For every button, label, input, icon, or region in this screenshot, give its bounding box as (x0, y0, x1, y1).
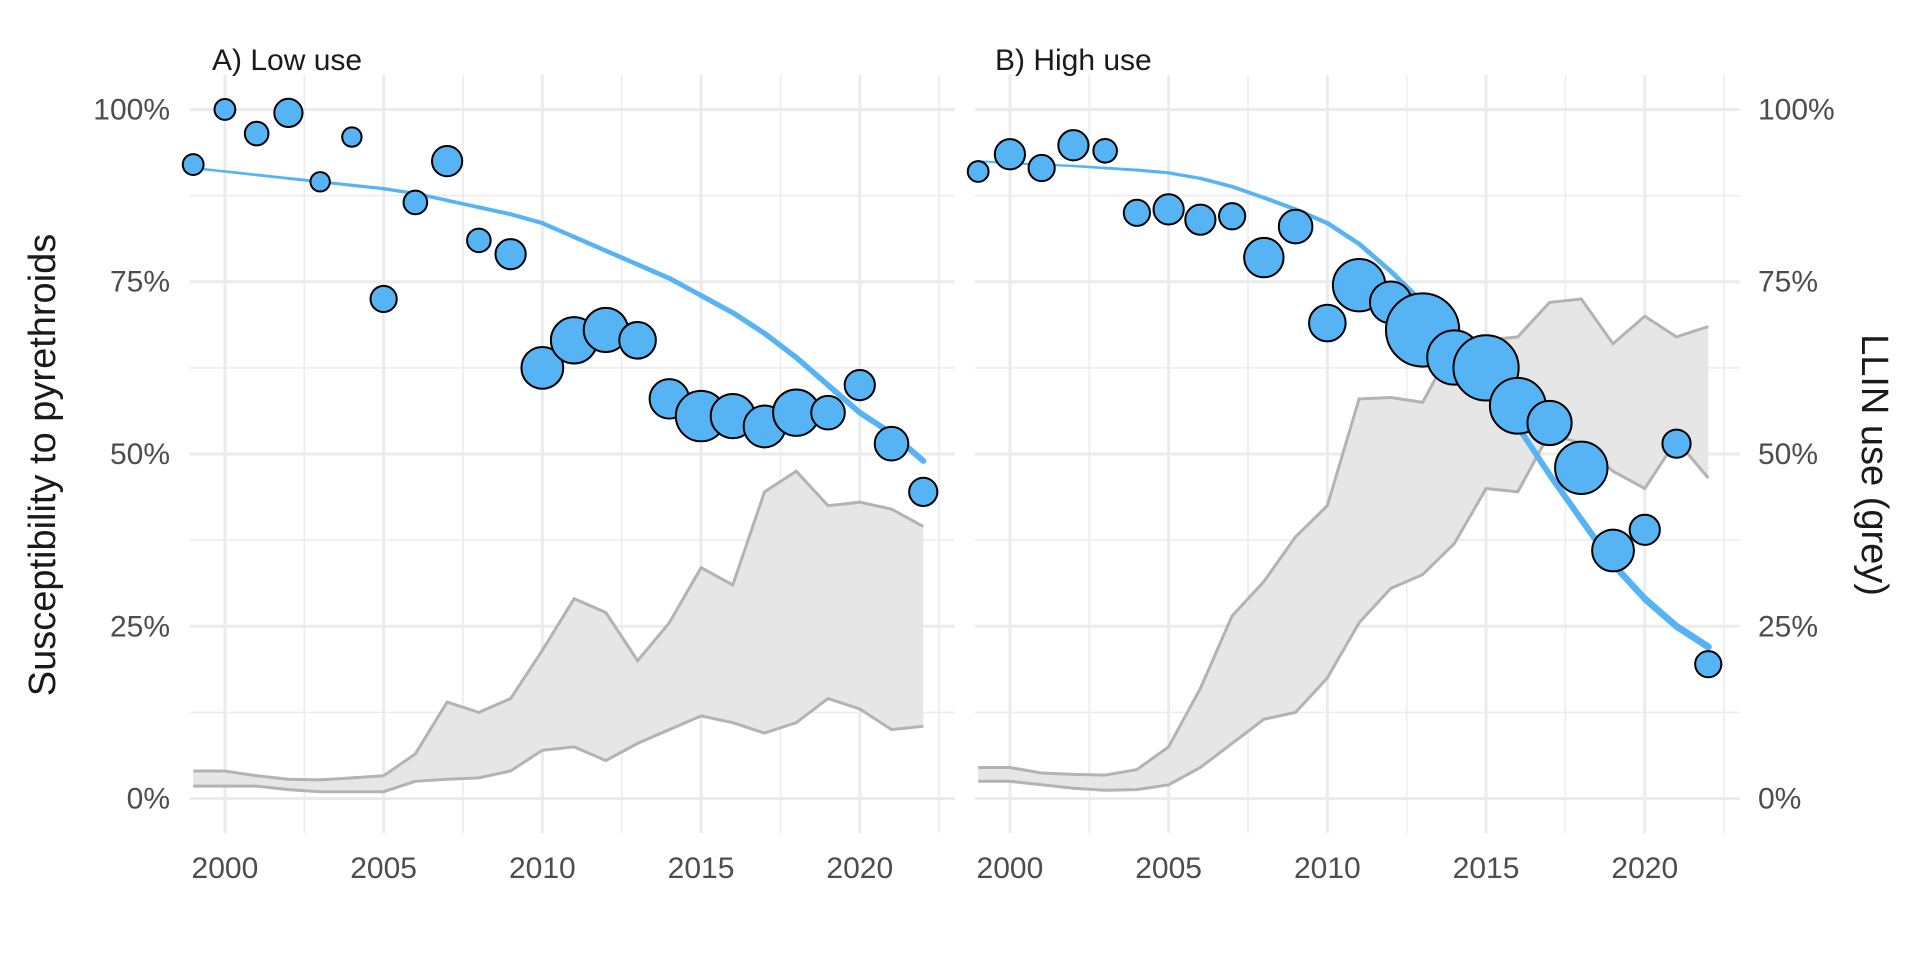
y2-tick-label: 25% (1758, 610, 1818, 643)
y-tick-label: 50% (110, 438, 170, 471)
x-tick-label: 2010 (1294, 852, 1361, 885)
data-point (873, 425, 910, 462)
data-point (993, 138, 1027, 171)
fit-line-segment (666, 275, 704, 298)
data-point (1092, 138, 1118, 164)
fit-line-segment (1546, 471, 1585, 523)
panel-title-low-use: A) Low use (212, 44, 362, 77)
y2-tick-label: 75% (1758, 266, 1818, 299)
data-point (1526, 399, 1573, 447)
fit-line-segment (571, 234, 609, 253)
data-point (1027, 153, 1056, 183)
fit-line-segment (825, 382, 863, 416)
panel-low-use: A) Low use 2000 2005 2010 2015 2020 0% 25% 50% 7… (93, 44, 955, 885)
fit-line-segment (350, 183, 386, 191)
data-point (213, 98, 237, 121)
data-point (1152, 193, 1185, 226)
data-point (273, 97, 304, 129)
fit-line-segment (1072, 164, 1107, 170)
x-tick-label: 2020 (826, 852, 893, 885)
data-point (243, 120, 270, 147)
data-point (1122, 198, 1151, 227)
y-tick-label: 0% (127, 783, 170, 816)
fit-line-segment (761, 330, 799, 361)
x-tick-label: 2005 (350, 852, 417, 885)
fit-line-segment (730, 310, 768, 337)
y2-tick-label: 50% (1758, 438, 1818, 471)
x-tick-label: 2005 (1135, 852, 1202, 885)
fit-line-segment (1325, 220, 1362, 247)
y-tick-label: 75% (110, 266, 170, 299)
data-point (1277, 208, 1314, 245)
fit-line-segment (1103, 166, 1139, 172)
data-point (520, 345, 565, 390)
data-point (402, 189, 429, 216)
fit-line-segment (1198, 176, 1234, 189)
x-tick-label: 2010 (509, 852, 576, 885)
y-tick-label: 100% (93, 93, 170, 126)
fit-line-segment (1641, 595, 1680, 630)
data-point (309, 171, 331, 193)
data-points (966, 129, 1723, 679)
data-point (494, 238, 527, 271)
fit-line-segment (255, 173, 290, 180)
x-tick-label: 2015 (668, 852, 735, 885)
fit-line-segment (476, 205, 513, 217)
data-point (1554, 440, 1609, 495)
data-point (369, 284, 398, 314)
data-point (1308, 303, 1347, 343)
data-point (1591, 528, 1635, 573)
fit-line-segment (698, 292, 736, 316)
fit-line-segment (1356, 241, 1394, 274)
x-tick-label: 2000 (192, 852, 259, 885)
data-point (1057, 129, 1090, 162)
y-axis-title: Susceptibility to pyrethroids (22, 234, 64, 697)
x-tick-label: 2020 (1611, 852, 1678, 885)
data-point (843, 368, 876, 402)
data-points (181, 97, 939, 507)
fit-line-segment (603, 248, 640, 267)
fit-line-segment (445, 198, 481, 210)
data-point (431, 145, 464, 178)
fit-line-segment (1166, 171, 1203, 181)
fit-line-segment (1673, 622, 1712, 651)
data-point (1628, 513, 1661, 546)
panel-high-use: B) High use 2000 2005 2010 2015 2020 0% 25% 50%… (966, 44, 1835, 885)
fit-line-segment (1261, 195, 1298, 212)
llin-use-lower-line (193, 696, 924, 794)
data-point (810, 394, 846, 431)
fit-line-segment (1135, 168, 1171, 175)
fit-line-segment (1514, 423, 1553, 478)
data-point (181, 153, 205, 176)
data-point (1184, 203, 1217, 236)
x-tick-label: 2000 (977, 852, 1044, 885)
panel-title-high-use: B) High use (995, 44, 1152, 77)
data-point (1694, 650, 1723, 679)
llin-use-ribbon (193, 471, 924, 792)
y2-axis-title: LLIN use (grey) (1853, 334, 1895, 596)
fit-line-segment (508, 212, 545, 226)
data-point (1243, 236, 1285, 279)
fit-line-segment (1230, 184, 1266, 200)
data-point (1218, 202, 1247, 231)
fit-line-segment (540, 221, 577, 240)
data-point (908, 476, 939, 507)
x-tick-label: 2015 (1453, 852, 1520, 885)
data-point (1661, 428, 1692, 459)
data-point (341, 126, 363, 148)
data-point (466, 227, 492, 254)
data-point (966, 160, 990, 183)
fit-line-segment (793, 354, 831, 388)
y2-tick-label: 0% (1758, 783, 1801, 816)
y-tick-label: 25% (110, 610, 170, 643)
llin-use-upper-line (193, 469, 925, 782)
fit-line-segment (635, 262, 672, 281)
llin-use-upper-line (978, 297, 1709, 777)
fit-line-segment (223, 170, 258, 177)
data-point (618, 321, 657, 360)
y2-tick-label: 100% (1758, 93, 1835, 126)
